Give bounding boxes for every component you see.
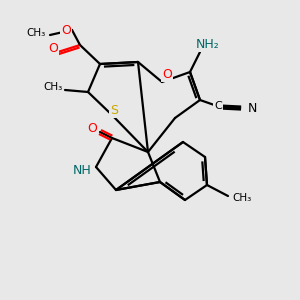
Text: O: O (61, 25, 71, 38)
Text: S: S (110, 103, 118, 116)
Text: C: C (214, 101, 222, 111)
Text: CH₃: CH₃ (232, 193, 252, 203)
Text: NH: NH (73, 164, 92, 178)
Text: O: O (48, 41, 58, 55)
Text: CH₃: CH₃ (44, 82, 63, 92)
Text: N: N (247, 101, 257, 115)
Text: O: O (162, 68, 172, 80)
Text: CH₃: CH₃ (26, 28, 46, 38)
Text: NH₂: NH₂ (196, 38, 220, 50)
Text: O: O (87, 122, 97, 136)
